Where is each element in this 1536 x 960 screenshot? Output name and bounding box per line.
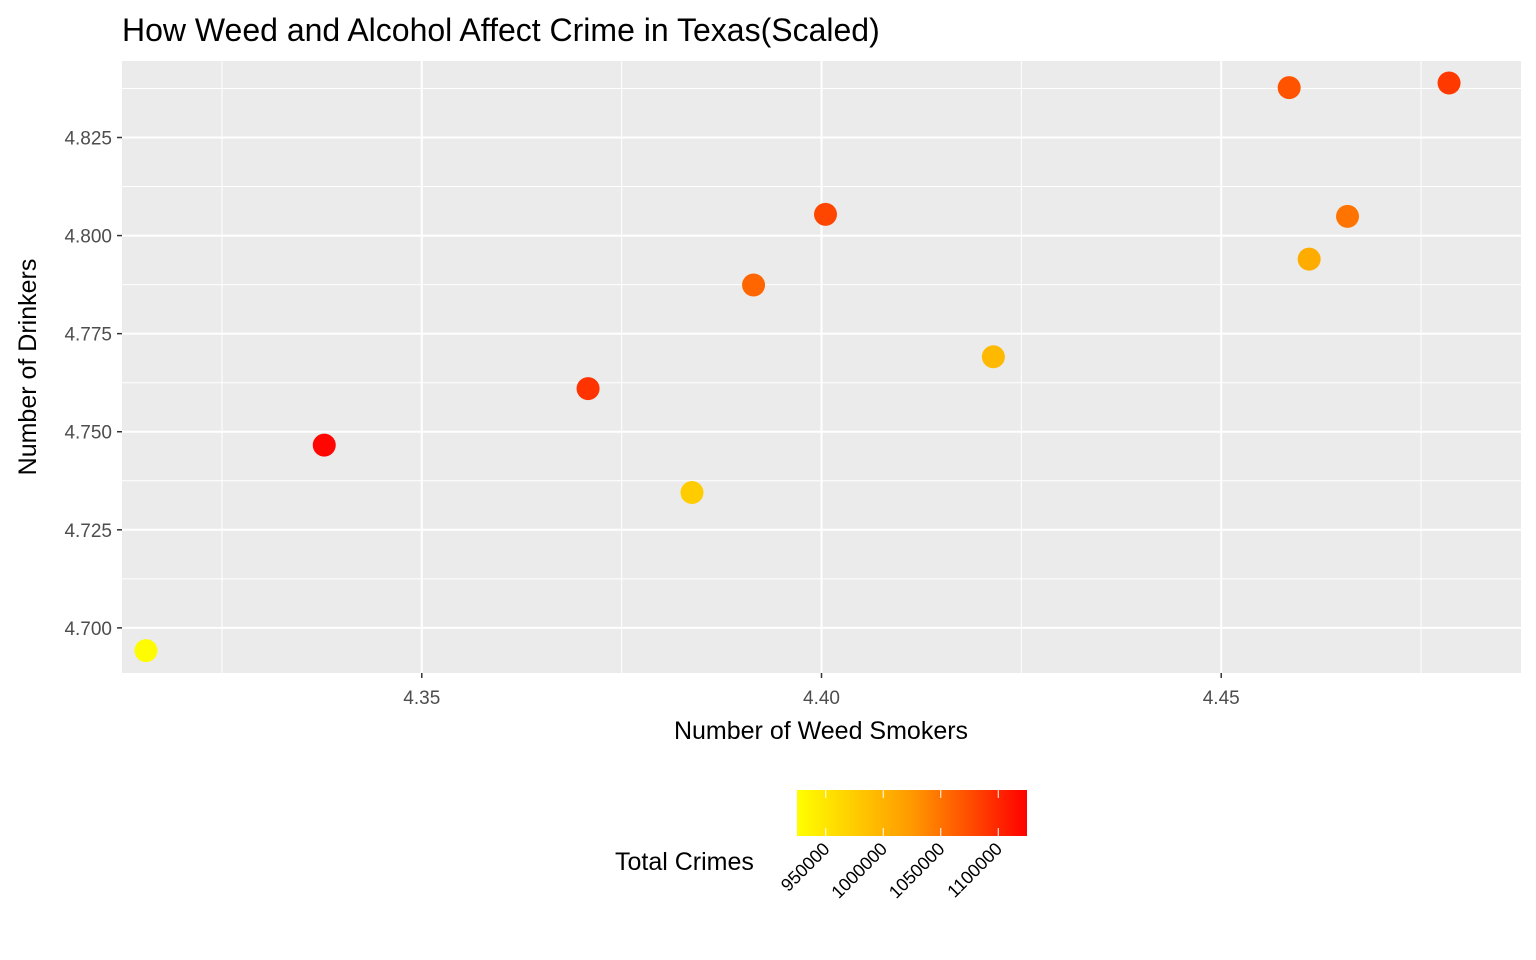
data-point: [680, 481, 704, 505]
y-tick-label: 4.775: [64, 325, 112, 346]
major-gridlines: [122, 61, 1521, 673]
y-tick-label: 4.700: [64, 619, 112, 640]
data-point: [1297, 247, 1321, 271]
legend-title: Total Crimes: [615, 848, 754, 876]
x-axis-title: Number of Weed Smokers: [674, 717, 968, 745]
data-point: [981, 345, 1005, 369]
data-point: [1437, 71, 1461, 95]
y-tick-label: 4.725: [64, 521, 112, 542]
y-axis-title: Number of Drinkers: [14, 259, 42, 476]
colorbar-tick-label: 950000: [777, 839, 834, 896]
y-tick-label: 4.750: [64, 423, 112, 444]
x-axis: 4.35 4.40 4.45: [403, 673, 1240, 709]
colorbar-tick-label: 1100000: [943, 839, 1006, 902]
x-tick-label: 4.40: [803, 688, 840, 709]
y-tick-label: 4.800: [64, 227, 112, 248]
data-points: [134, 71, 1461, 663]
data-point: [813, 202, 837, 226]
data-point: [576, 377, 600, 401]
x-tick-label: 4.35: [403, 688, 440, 709]
data-point: [134, 639, 158, 663]
chart-title: How Weed and Alcohol Affect Crime in Tex…: [122, 12, 880, 48]
y-tick-label: 4.825: [64, 129, 112, 150]
colorbar-tick-label: 1050000: [885, 839, 949, 903]
x-tick-label: 4.45: [1203, 688, 1240, 709]
colorbar: [797, 790, 1027, 836]
data-point: [1277, 76, 1301, 100]
data-point: [1336, 204, 1360, 228]
colorbar-tick-label: 1000000: [827, 839, 891, 903]
data-point: [312, 433, 336, 457]
data-point: [742, 273, 766, 297]
y-axis: 4.700 4.725 4.750 4.775 4.800 4.825: [64, 129, 122, 640]
